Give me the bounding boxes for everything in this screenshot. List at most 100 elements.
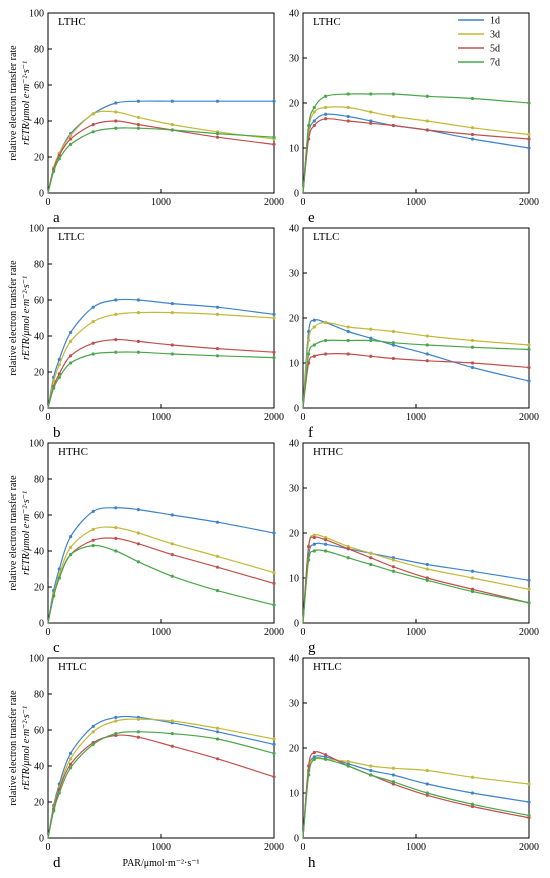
data-point xyxy=(324,753,328,757)
data-point xyxy=(69,339,73,343)
data-point xyxy=(346,759,350,764)
data-point xyxy=(324,755,328,759)
data-point xyxy=(52,809,56,813)
y-tick-label: 20 xyxy=(289,529,299,540)
data-point xyxy=(527,813,531,818)
data-point xyxy=(324,112,328,116)
data-point xyxy=(470,132,475,137)
panel-title: HTLC xyxy=(58,661,87,673)
data-point xyxy=(170,744,174,748)
panel-title: LTLC xyxy=(58,231,85,243)
data-point xyxy=(215,757,220,761)
series-line-7d xyxy=(47,127,275,194)
data-point xyxy=(91,130,95,134)
legend-label-3d: 3d xyxy=(490,30,500,41)
y-tick-label: 10 xyxy=(289,144,299,155)
series-line-7d xyxy=(302,549,530,624)
data-point xyxy=(170,123,174,127)
data-point xyxy=(470,576,475,580)
data-point xyxy=(425,768,429,773)
y-tick-label: 60 xyxy=(34,726,44,737)
y-tick-label: 0 xyxy=(39,189,44,200)
data-point xyxy=(114,110,118,114)
data-point xyxy=(114,506,118,510)
data-point xyxy=(69,762,73,766)
data-point xyxy=(272,737,276,741)
data-point xyxy=(52,594,56,598)
series-line-5d xyxy=(302,751,530,839)
data-point xyxy=(136,531,140,535)
x-tick-label: 0 xyxy=(301,197,306,208)
data-point xyxy=(69,137,73,141)
data-point xyxy=(470,365,475,370)
y-tick-label: 10 xyxy=(289,574,299,585)
data-point xyxy=(527,101,531,105)
data-point xyxy=(369,92,373,96)
y-tick-label: 40 xyxy=(34,762,44,773)
data-point xyxy=(69,361,73,365)
y-tick-label: 100 xyxy=(29,9,44,20)
x-tick-label: 0 xyxy=(301,412,306,423)
data-point xyxy=(470,338,475,343)
data-point xyxy=(425,578,429,582)
data-point xyxy=(312,750,316,755)
legend: 1d 3d 5d 7d xyxy=(458,16,500,69)
series-3d xyxy=(302,320,531,409)
data-point xyxy=(215,520,220,524)
data-point xyxy=(272,135,276,139)
y-tick-label: 40 xyxy=(289,654,299,665)
data-point xyxy=(170,513,174,517)
y-tick-label: 40 xyxy=(289,9,299,20)
x-axis-label: PAR/μmol·m⁻²·s⁻¹ xyxy=(122,858,199,869)
data-point xyxy=(425,352,429,356)
y-axis-label-line1: relative electron transfer rate xyxy=(8,45,19,161)
data-point xyxy=(470,96,475,101)
data-point xyxy=(215,132,220,136)
panel-letter: g xyxy=(308,640,316,656)
series-line-5d xyxy=(302,118,530,194)
data-point xyxy=(391,558,395,562)
data-point xyxy=(312,110,316,114)
x-tick-label: 0 xyxy=(46,627,51,638)
data-point xyxy=(114,526,118,530)
data-point xyxy=(57,372,61,376)
data-point xyxy=(91,123,95,127)
data-point xyxy=(312,549,316,553)
series-3d xyxy=(47,311,276,409)
data-point xyxy=(470,775,475,779)
data-point xyxy=(307,544,311,549)
data-point xyxy=(527,146,531,150)
series-line-3d xyxy=(47,526,275,624)
data-point xyxy=(346,114,350,119)
data-point xyxy=(369,551,373,555)
series-line-1d xyxy=(302,755,530,839)
x-tick-label: 2000 xyxy=(264,197,284,208)
data-point xyxy=(136,123,140,127)
data-point xyxy=(346,105,350,110)
series-line-1d xyxy=(302,542,530,624)
series-7d xyxy=(47,544,276,624)
data-point xyxy=(272,742,276,747)
y-tick-label: 20 xyxy=(289,314,299,325)
data-point xyxy=(527,782,531,786)
series-5d xyxy=(47,536,276,624)
data-point xyxy=(324,535,328,540)
data-point xyxy=(307,329,311,334)
data-point xyxy=(527,816,531,820)
series-7d xyxy=(47,126,276,194)
data-point xyxy=(391,782,395,786)
data-point xyxy=(312,757,316,761)
data-point xyxy=(114,536,118,541)
data-point xyxy=(57,153,61,157)
y-tick-label: 60 xyxy=(34,511,44,522)
data-point xyxy=(136,99,140,103)
data-point xyxy=(425,119,429,123)
data-point xyxy=(307,352,311,356)
data-point xyxy=(136,542,140,546)
data-point xyxy=(215,730,220,734)
data-point xyxy=(114,719,118,723)
series-5d xyxy=(47,733,276,839)
data-point xyxy=(272,775,276,779)
